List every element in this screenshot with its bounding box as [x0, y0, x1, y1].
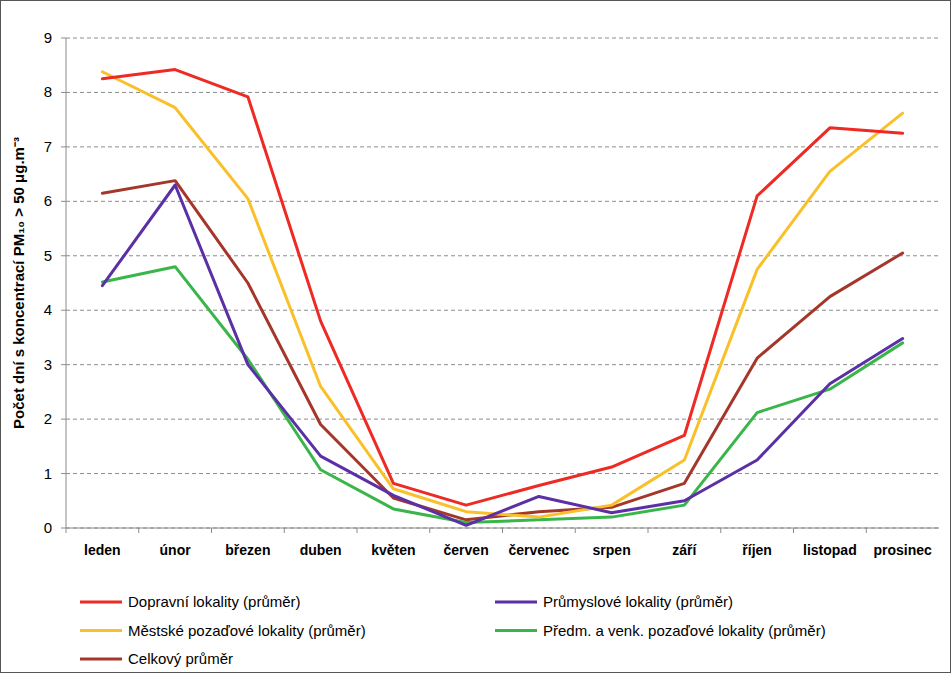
y-tick [61, 201, 66, 202]
x-tick-label: červen [444, 542, 489, 558]
y-tick [61, 473, 66, 474]
y-tick [61, 364, 66, 365]
series-line [102, 70, 902, 506]
chart: 0 1 2 3 4 5 6 7 8 9 leden únor březen duben květen červ… [0, 0, 951, 673]
y-tick [61, 38, 66, 39]
grid-line [66, 473, 939, 474]
series-line [102, 181, 902, 520]
x-tick-label: leden [84, 542, 121, 558]
grid-line [66, 419, 939, 420]
grid-line [66, 364, 939, 365]
y-tick [61, 92, 66, 93]
y-tick-label: 5 [44, 247, 52, 264]
x-tick [502, 528, 503, 533]
grid-line [66, 255, 939, 256]
y-tick-label: 1 [44, 465, 52, 482]
y-tick-label: 2 [44, 410, 52, 427]
legend-key [495, 601, 537, 604]
legend-label: Předm. a venk. pozaďové lokality (průměr… [543, 622, 826, 639]
plot-area [102, 70, 902, 526]
x-tick [866, 528, 867, 533]
legend-key [495, 629, 537, 632]
x-tick-label: listopad [803, 542, 857, 558]
y-tick [61, 255, 66, 256]
x-tick-label: říjen [742, 542, 772, 558]
y-tick-label: 4 [44, 301, 52, 318]
x-tick [720, 528, 721, 533]
x-tick [211, 528, 212, 533]
x-tick [429, 528, 430, 533]
x-tick-label: únor [160, 542, 192, 558]
x-tick [66, 528, 67, 533]
x-tick-label: červenec [509, 542, 570, 558]
x-tick-label: duben [300, 542, 342, 558]
x-tick [575, 528, 576, 533]
legend-key [80, 658, 122, 661]
legend-label: Průmyslové lokality (průměr) [543, 593, 733, 610]
y-tick-label: 6 [44, 192, 52, 209]
chart-border [1, 1, 951, 673]
x-tick [793, 528, 794, 533]
y-tick [61, 310, 66, 311]
legend-key [80, 629, 122, 632]
y-axis-label: Počet dní s koncentrací PM₁₀ > 50 μg.m⁻³ [10, 137, 27, 429]
y-tick [61, 146, 66, 147]
grid-line [66, 310, 939, 311]
legend-label: Městské pozaďové lokality (průměr) [128, 622, 366, 639]
y-tick [61, 419, 66, 420]
x-tick-label: březen [225, 542, 270, 558]
y-tick-label: 7 [44, 138, 52, 155]
y-tick [61, 528, 66, 529]
x-tick-label: srpen [593, 542, 631, 558]
x-tick-label: září [672, 542, 697, 558]
series-line [102, 185, 902, 525]
y-tick-label: 9 [44, 29, 52, 46]
y-tick-label: 8 [44, 83, 52, 100]
y-axis [66, 38, 67, 528]
legend-label: Dopravní lokality (průměr) [128, 593, 301, 610]
grid-line [66, 38, 939, 39]
legend-key [80, 601, 122, 604]
y-tick-label: 3 [44, 356, 52, 373]
x-tick [357, 528, 358, 533]
legend-label: Celkový průměr [128, 650, 233, 667]
grid-line [66, 92, 939, 93]
x-tick [284, 528, 285, 533]
x-tick-label: květen [371, 542, 415, 558]
y-tick-label: 0 [44, 519, 52, 536]
x-tick-label: prosinec [873, 542, 932, 558]
series-line [102, 72, 902, 517]
x-tick [138, 528, 139, 533]
x-tick [648, 528, 649, 533]
